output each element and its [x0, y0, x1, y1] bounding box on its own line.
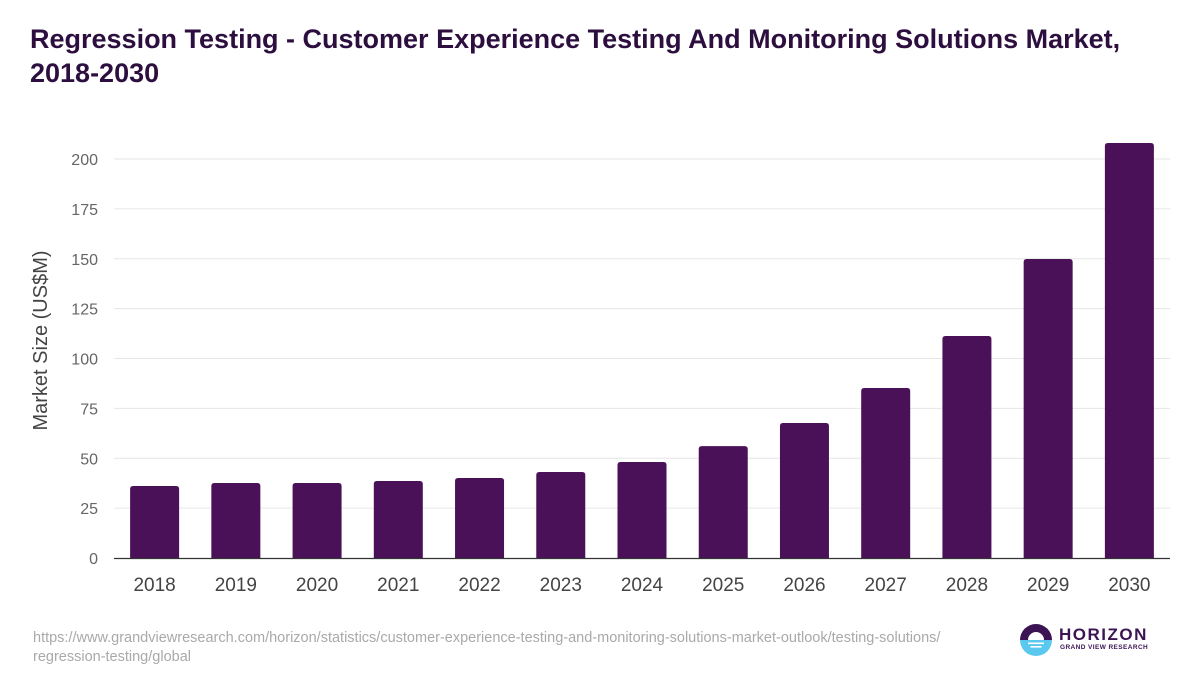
horizon-logo-icon [1020, 624, 1052, 656]
x-tick-label: 2020 [296, 575, 338, 596]
y-tick-label: 200 [71, 152, 98, 169]
logo-subtitle: GRAND VIEW RESEARCH [1060, 644, 1149, 651]
y-tick-label: 175 [71, 202, 98, 219]
y-axis-label: Market Size (US$M) [30, 250, 52, 430]
y-tick-label: 75 [80, 401, 98, 418]
bar-2019[interactable] [211, 482, 261, 558]
bar-2029[interactable] [1023, 258, 1073, 558]
bars [130, 143, 1154, 559]
bar-2018[interactable] [130, 485, 180, 558]
bar-2025[interactable] [698, 446, 748, 558]
y-axis-ticks: 0 25 50 75 100 125 150 175 200 [71, 152, 98, 568]
y-tick-label: 50 [80, 451, 98, 468]
y-tick-label: 125 [71, 302, 98, 319]
x-tick-label: 2024 [621, 575, 664, 596]
bar-2030[interactable] [1104, 143, 1154, 559]
horizon-logo: HORIZON GRAND VIEW RESEARCH [1019, 622, 1159, 658]
y-tick-label: 25 [80, 501, 98, 518]
x-tick-label: 2021 [377, 575, 419, 596]
x-axis-ticks: 2018 2019 2020 2021 2022 2023 2024 2025 2026 2027… [133, 575, 1150, 596]
bar-2026[interactable] [779, 422, 829, 558]
y-tick-label: 100 [71, 352, 98, 369]
x-tick-label: 2023 [540, 575, 582, 596]
source-url[interactable]: https://www.grandviewresearch.com/horizo… [33, 630, 941, 665]
bar-2027[interactable] [861, 388, 911, 558]
bar-2023[interactable] [536, 472, 586, 558]
bar-2020[interactable] [292, 482, 342, 558]
x-tick-label: 2026 [783, 575, 825, 596]
bar-2021[interactable] [373, 480, 423, 558]
bar-2028[interactable] [942, 335, 992, 558]
x-tick-label: 2030 [1108, 575, 1150, 596]
y-tick-label: 0 [89, 551, 98, 568]
y-tick-label: 150 [71, 252, 98, 269]
x-tick-label: 2029 [1027, 575, 1069, 596]
x-tick-label: 2027 [865, 575, 907, 596]
x-tick-label: 2022 [458, 575, 500, 596]
bar-2024[interactable] [617, 462, 667, 558]
x-tick-label: 2019 [215, 575, 257, 596]
bar-2022[interactable] [455, 478, 505, 558]
x-tick-label: 2025 [702, 575, 744, 596]
logo-wordmark: HORIZON [1059, 625, 1148, 644]
x-tick-label: 2028 [946, 575, 988, 596]
gridlines [114, 158, 1170, 509]
chart-title: Regression Testing - Customer Experience… [30, 24, 1121, 88]
x-tick-label: 2018 [133, 575, 175, 596]
